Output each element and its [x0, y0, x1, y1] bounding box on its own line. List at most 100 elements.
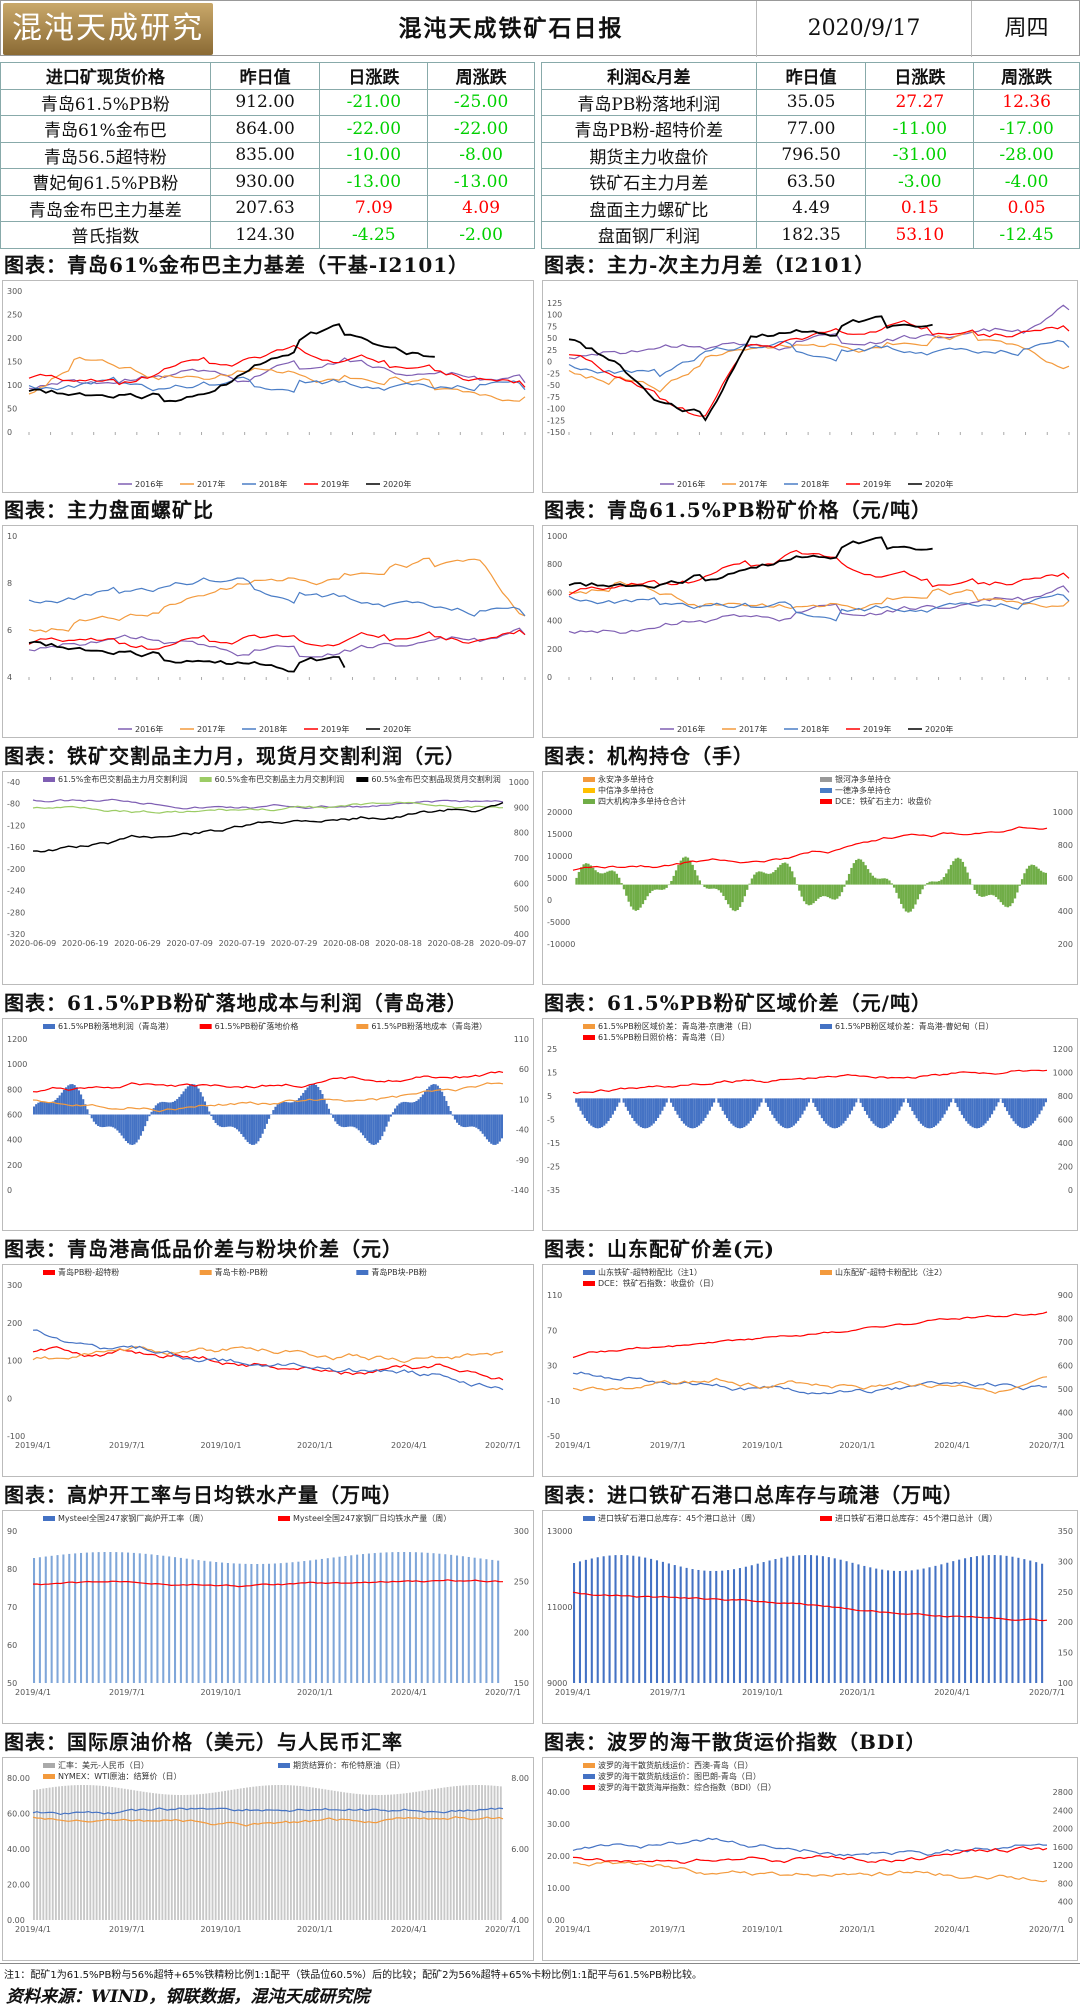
- bar: [686, 857, 690, 885]
- item-name: 青岛PB粉-超特价差: [541, 115, 757, 143]
- bar: [805, 1098, 808, 1107]
- bar: [477, 1785, 480, 1920]
- y-tick-label: 400: [547, 617, 562, 626]
- legend-label: 四大机构净多单持仓合计: [598, 796, 686, 806]
- chart-title: 图表：山东配矿价差(元): [544, 1237, 775, 1261]
- y2-tick-label: -140: [511, 1186, 529, 1195]
- legend-label: 2016年: [135, 724, 163, 734]
- y2-tick-label: 400: [1058, 1139, 1073, 1148]
- bar: [839, 1559, 842, 1683]
- bar: [810, 884, 813, 905]
- bar: [723, 1098, 726, 1115]
- bar: [162, 1555, 165, 1683]
- bar: [719, 884, 723, 893]
- bar: [76, 1785, 79, 1920]
- legend-swatch: [583, 1785, 595, 1790]
- bar: [689, 860, 692, 885]
- bar: [618, 877, 621, 885]
- bar: [913, 1098, 916, 1115]
- bar: [468, 1114, 471, 1127]
- bar: [639, 884, 642, 908]
- bar: [592, 1098, 595, 1128]
- bar: [580, 867, 583, 885]
- y-tick-label: 8: [7, 579, 12, 588]
- x-tick-label: 2020/1/1: [297, 1688, 333, 1697]
- bar: [264, 1785, 267, 1920]
- bar: [833, 1098, 836, 1129]
- daily-change: 0.15: [865, 194, 975, 222]
- series-line: [572, 1311, 1048, 1359]
- bar: [822, 1098, 826, 1122]
- bar: [751, 1098, 754, 1118]
- y2-tick-label: 400: [514, 930, 529, 939]
- bar: [639, 1098, 642, 1128]
- bar: [393, 1794, 396, 1920]
- y2-tick-label: 800: [514, 829, 529, 838]
- chart-panel-month-spread: -150 -125 -100 -75 -50 -25 0 25 50 75 100 125 2016年 2…: [542, 280, 1078, 493]
- y-tick-label: -100: [7, 1432, 25, 1441]
- bar: [980, 884, 984, 897]
- legend-label: Mysteel全国247家钢厂高炉开工率（周）: [58, 1513, 208, 1523]
- bar: [182, 1091, 185, 1115]
- x-tick-label: 2020-08-18: [375, 939, 422, 948]
- item-name: 盘面钢厂利润: [541, 221, 757, 249]
- bar: [127, 1789, 129, 1920]
- bar: [608, 1555, 611, 1683]
- item-value: 4.49: [755, 194, 867, 222]
- y-tick-label: 40.00: [7, 1845, 30, 1854]
- table-row: 曹妃甸61.5%PB粉 930.00 -13.00 -13.00: [0, 168, 535, 196]
- bar: [795, 884, 799, 885]
- bar: [418, 1791, 421, 1920]
- bar: [786, 1098, 789, 1129]
- y-tick-label: 90: [7, 1527, 17, 1536]
- bar: [326, 1558, 329, 1683]
- bar: [773, 1098, 776, 1119]
- bar: [622, 1098, 625, 1103]
- y2-tick-label: 400: [1058, 1409, 1073, 1418]
- chart-panel-pb-price: 0 200 400 600 800 1000 2016年 2017年 2018年 2019年 202…: [542, 525, 1078, 738]
- item-value: 124.30: [209, 221, 321, 249]
- legend-label: 61.5%PB粉落地利润（青岛港）: [58, 1021, 174, 1031]
- series-line: [572, 1591, 1048, 1622]
- weekly-change: -4.00: [973, 168, 1080, 196]
- bar: [1014, 1098, 1017, 1124]
- bar: [156, 1555, 159, 1683]
- weekly-change: 4.09: [427, 194, 535, 222]
- bar: [223, 1114, 226, 1128]
- legend-label: 61.5%PB粉区域价差：青岛港-京唐港（日）: [598, 1021, 757, 1031]
- legend-swatch: [583, 1024, 595, 1029]
- bar: [866, 1098, 869, 1115]
- bar: [65, 1087, 68, 1115]
- bar: [703, 1570, 706, 1683]
- bar: [115, 1552, 118, 1683]
- y2-tick-label: 300: [514, 1527, 529, 1536]
- bar: [64, 1785, 67, 1920]
- bar: [746, 884, 749, 890]
- bar: [894, 1098, 897, 1118]
- bar: [428, 1086, 431, 1115]
- bar: [872, 1098, 875, 1124]
- legend-swatch: [199, 1024, 212, 1029]
- bar: [897, 884, 901, 899]
- bar: [1041, 1563, 1044, 1683]
- y-tick-label: -25: [547, 1163, 560, 1172]
- y-tick-label: -5: [547, 1116, 555, 1125]
- bar: [907, 884, 910, 913]
- chart-title: 图表：61.5%PB粉矿落地成本与利润（青岛港）: [4, 991, 468, 1015]
- bar: [898, 1098, 901, 1111]
- bar: [883, 878, 886, 885]
- bar: [826, 884, 829, 898]
- bar: [289, 1102, 292, 1115]
- bar: [878, 878, 882, 885]
- bar: [336, 1114, 339, 1125]
- bar: [423, 1091, 427, 1115]
- bar: [154, 1105, 157, 1115]
- bar: [911, 884, 915, 909]
- table-row: 期货主力收盘价 796.50 -31.00 -28.00: [541, 141, 1080, 169]
- bar: [792, 1555, 795, 1683]
- bar: [287, 1102, 290, 1115]
- x-tick-label: 2020-08-28: [428, 939, 475, 948]
- series-line-2020年: [28, 323, 435, 403]
- bar: [881, 1569, 884, 1683]
- weekly-change: 0.05: [973, 194, 1080, 222]
